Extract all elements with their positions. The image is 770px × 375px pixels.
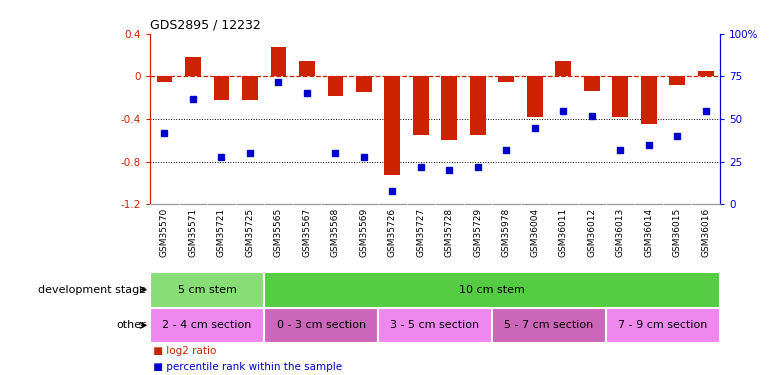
Bar bbox=[470, 76, 486, 135]
Text: GSM35568: GSM35568 bbox=[331, 208, 340, 257]
Text: 0 - 3 cm section: 0 - 3 cm section bbox=[276, 320, 366, 330]
Text: GSM36013: GSM36013 bbox=[616, 208, 624, 257]
Bar bbox=[150, 272, 264, 308]
Bar bbox=[264, 308, 378, 343]
Bar bbox=[384, 76, 400, 174]
Bar bbox=[270, 46, 286, 76]
Bar bbox=[669, 76, 685, 85]
Text: 10 cm stem: 10 cm stem bbox=[459, 285, 525, 295]
Text: GSM35729: GSM35729 bbox=[474, 208, 482, 257]
Text: 7 - 9 cm section: 7 - 9 cm section bbox=[618, 320, 708, 330]
Text: other: other bbox=[116, 320, 146, 330]
Text: GSM35569: GSM35569 bbox=[360, 208, 368, 257]
Text: 5 - 7 cm section: 5 - 7 cm section bbox=[504, 320, 594, 330]
Bar bbox=[555, 62, 571, 76]
Bar bbox=[242, 76, 258, 100]
Text: GSM36015: GSM36015 bbox=[673, 208, 681, 257]
Text: GSM35567: GSM35567 bbox=[303, 208, 311, 257]
Text: GSM36012: GSM36012 bbox=[588, 208, 596, 257]
Bar bbox=[356, 76, 372, 92]
Text: GSM35728: GSM35728 bbox=[445, 208, 454, 257]
Text: GSM35726: GSM35726 bbox=[388, 208, 397, 257]
Bar bbox=[264, 272, 720, 308]
Text: GSM35978: GSM35978 bbox=[502, 208, 511, 257]
Bar bbox=[378, 308, 492, 343]
Bar bbox=[527, 76, 543, 117]
Text: GSM36014: GSM36014 bbox=[644, 208, 653, 257]
Text: GSM35727: GSM35727 bbox=[417, 208, 425, 257]
Text: GSM35565: GSM35565 bbox=[274, 208, 283, 257]
Text: 2 - 4 cm section: 2 - 4 cm section bbox=[162, 320, 252, 330]
Text: development stage: development stage bbox=[38, 285, 146, 295]
Text: 5 cm stem: 5 cm stem bbox=[178, 285, 236, 295]
Bar bbox=[584, 76, 600, 92]
Bar bbox=[185, 57, 201, 76]
Text: GSM36004: GSM36004 bbox=[531, 208, 539, 257]
Text: ■ percentile rank within the sample: ■ percentile rank within the sample bbox=[150, 362, 343, 372]
Bar bbox=[150, 308, 264, 343]
Bar bbox=[156, 76, 172, 82]
Bar bbox=[299, 62, 315, 76]
Bar bbox=[492, 308, 606, 343]
Bar bbox=[213, 76, 229, 100]
Text: 3 - 5 cm section: 3 - 5 cm section bbox=[390, 320, 480, 330]
Text: GSM36011: GSM36011 bbox=[559, 208, 567, 257]
Bar bbox=[698, 71, 714, 76]
Text: GSM36016: GSM36016 bbox=[701, 208, 710, 257]
Bar bbox=[612, 76, 628, 117]
Text: GSM35570: GSM35570 bbox=[160, 208, 169, 257]
Bar bbox=[441, 76, 457, 140]
Bar bbox=[413, 76, 429, 135]
Bar bbox=[327, 76, 343, 96]
Bar bbox=[498, 76, 514, 82]
Text: GSM35571: GSM35571 bbox=[189, 208, 197, 257]
Text: GSM35725: GSM35725 bbox=[246, 208, 254, 257]
Text: ■ log2 ratio: ■ log2 ratio bbox=[150, 346, 216, 356]
Text: GSM35721: GSM35721 bbox=[217, 208, 226, 257]
Bar bbox=[606, 308, 720, 343]
Bar bbox=[641, 76, 657, 125]
Text: GDS2895 / 12232: GDS2895 / 12232 bbox=[150, 19, 261, 32]
